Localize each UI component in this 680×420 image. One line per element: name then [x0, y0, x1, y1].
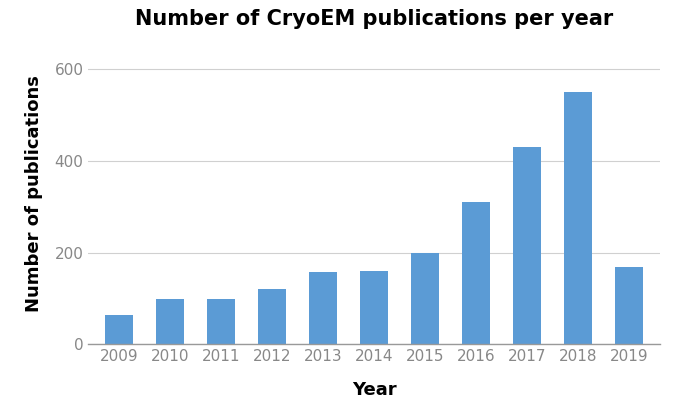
- Bar: [360, 271, 388, 344]
- Bar: [462, 202, 490, 344]
- Y-axis label: Number of publications: Number of publications: [25, 75, 44, 312]
- X-axis label: Year: Year: [352, 381, 396, 399]
- Bar: [411, 253, 439, 344]
- Title: Number of CryoEM publications per year: Number of CryoEM publications per year: [135, 9, 613, 29]
- Bar: [564, 92, 592, 344]
- Bar: [156, 299, 184, 344]
- Bar: [513, 147, 541, 344]
- Bar: [615, 267, 643, 344]
- Bar: [105, 315, 133, 344]
- Bar: [309, 272, 337, 344]
- Bar: [207, 299, 235, 344]
- Bar: [258, 289, 286, 344]
